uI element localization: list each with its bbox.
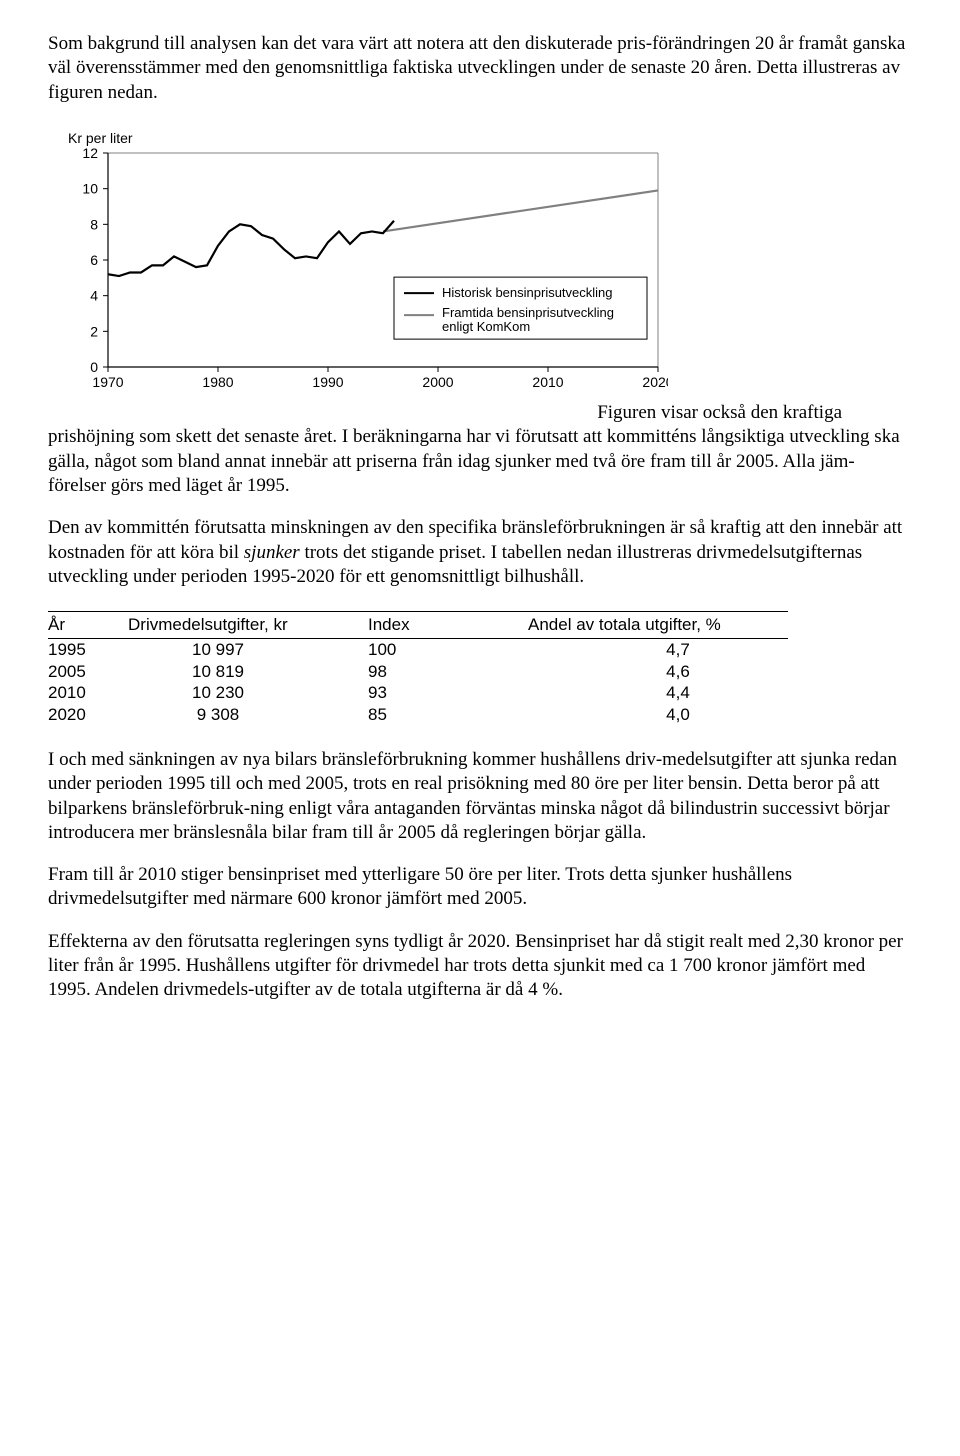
paragraph-figure: Figuren visar också den kraftiga prishöj…	[48, 401, 912, 498]
table-cell: 4,0	[528, 704, 788, 726]
table-cell: 1995	[48, 638, 128, 660]
paragraph-sjunker: Den av kommittén förutsatta minskningen …	[48, 516, 912, 589]
table-cell: 4,7	[528, 638, 788, 660]
paragraph-6: Effekterna av den förutsatta regleringen…	[48, 930, 912, 1003]
x-tick-label: 2000	[422, 374, 453, 390]
y-axis-title: Kr per liter	[68, 130, 133, 146]
table-cell: 85	[368, 704, 528, 726]
col-driv: Drivmedelsutgifter, kr	[128, 612, 368, 639]
x-tick-label: 1970	[92, 374, 123, 390]
col-index: Index	[368, 612, 528, 639]
y-tick-label: 10	[82, 181, 98, 197]
x-tick-label: 2020	[642, 374, 668, 390]
y-tick-label: 2	[90, 323, 98, 339]
table-row: 20209 308854,0	[48, 704, 788, 726]
p3-italic: sjunker	[244, 542, 300, 563]
series-historic	[108, 221, 394, 276]
table-cell: 4,6	[528, 661, 788, 683]
table-cell: 10 997	[128, 638, 368, 660]
legend-label-historic: Historisk bensinprisutveckling	[442, 285, 613, 300]
expenditure-table-el: År Drivmedelsutgifter, kr Index Andel av…	[48, 611, 788, 726]
table-cell: 2010	[48, 682, 128, 704]
paragraph-intro: Som bakgrund till analysen kan det vara …	[48, 32, 912, 105]
x-tick-label: 1980	[202, 374, 233, 390]
table-cell: 2005	[48, 661, 128, 683]
series-future	[383, 190, 658, 231]
paragraph-figure-lead: Figuren visar också den kraftiga	[597, 402, 842, 423]
table-cell: 9 308	[128, 704, 368, 726]
table-cell: 93	[368, 682, 528, 704]
legend-label-future-1: Framtida bensinprisutveckling	[442, 305, 614, 320]
col-andel: Andel av totala utgifter, %	[528, 612, 788, 639]
expenditure-table: År Drivmedelsutgifter, kr Index Andel av…	[48, 611, 912, 726]
paragraph-figure-rest: prishöjning som skett det senaste året. …	[48, 426, 900, 496]
table-cell: 98	[368, 661, 528, 683]
x-tick-label: 1990	[312, 374, 343, 390]
price-chart-svg: Kr per liter 0 2 4 6 8 10 12 1970 1980 1990 2000 201…	[48, 125, 668, 395]
legend-label-future-2: enligt KomKom	[442, 319, 530, 334]
y-tick-label: 0	[90, 359, 98, 375]
table-row: 200510 819984,6	[48, 661, 788, 683]
table-cell: 10 819	[128, 661, 368, 683]
table-cell: 10 230	[128, 682, 368, 704]
table-row: 201010 230934,4	[48, 682, 788, 704]
paragraph-4: I och med sänkningen av nya bilars bräns…	[48, 748, 912, 845]
paragraph-5: Fram till år 2010 stiger bensinpriset me…	[48, 863, 912, 912]
y-tick-label: 8	[90, 216, 98, 232]
table-cell: 4,4	[528, 682, 788, 704]
table-cell: 2020	[48, 704, 128, 726]
table-header-row: År Drivmedelsutgifter, kr Index Andel av…	[48, 612, 788, 639]
y-tick-label: 4	[90, 288, 98, 304]
document-page: Som bakgrund till analysen kan det vara …	[0, 0, 960, 1061]
col-year: År	[48, 612, 128, 639]
price-chart: Kr per liter 0 2 4 6 8 10 12 1970 1980 1990 2000 201…	[48, 125, 912, 395]
table-cell: 100	[368, 638, 528, 660]
table-row: 199510 9971004,7	[48, 638, 788, 660]
y-tick-label: 12	[82, 145, 98, 161]
y-tick-label: 6	[90, 252, 98, 268]
x-tick-label: 2010	[532, 374, 563, 390]
